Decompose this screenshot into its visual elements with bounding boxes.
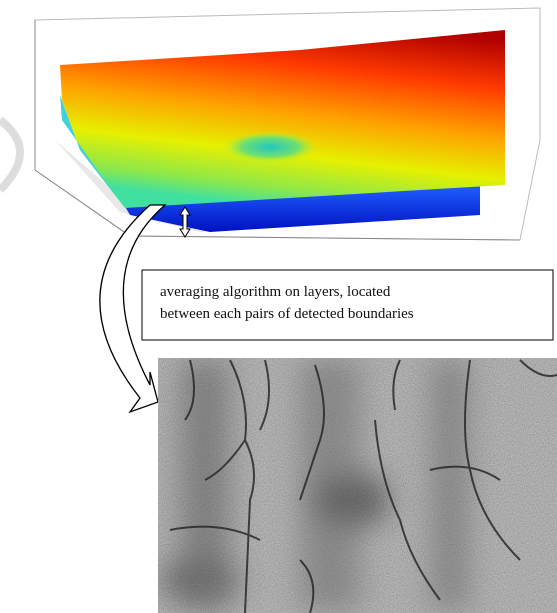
caption-box: [142, 270, 553, 340]
caption-line: averaging algorithm on layers, located: [160, 284, 391, 300]
fundus-image: [158, 358, 557, 613]
caption-line: between each pairs of detected boundarie…: [160, 306, 414, 322]
figure: averaging algorithm on layers, located b…: [0, 0, 557, 613]
watermark: [0, 120, 20, 190]
surface-plot: [35, 8, 540, 240]
